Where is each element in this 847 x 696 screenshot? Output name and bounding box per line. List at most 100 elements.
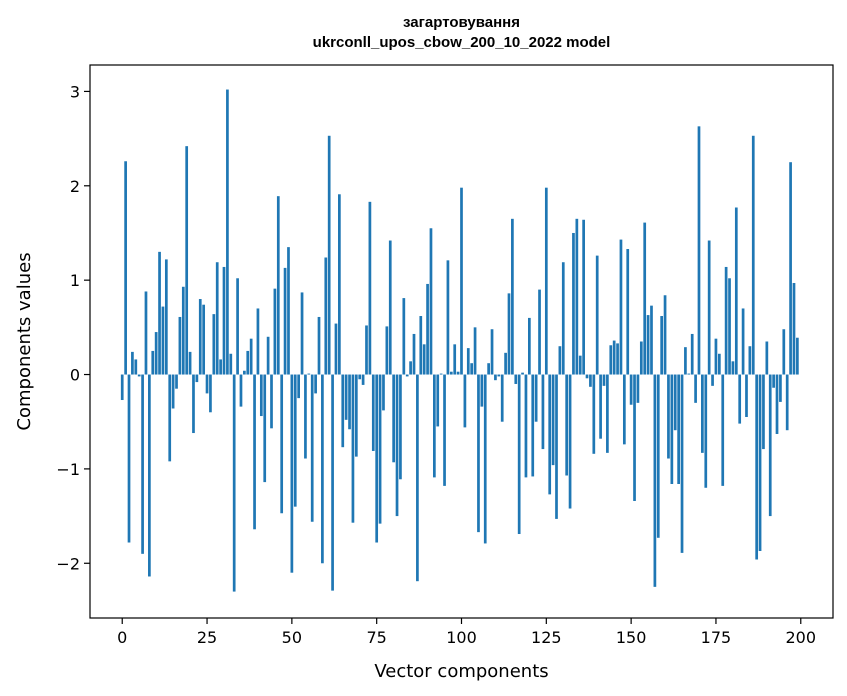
bar	[572, 232, 575, 375]
bar	[653, 374, 657, 587]
bar	[232, 374, 236, 592]
bar	[334, 323, 338, 375]
bar	[521, 372, 524, 375]
bar	[300, 292, 304, 375]
bars-group	[120, 89, 799, 592]
bar	[711, 374, 714, 386]
y-tick-label: 3	[70, 82, 80, 101]
bar	[785, 374, 789, 431]
bar	[694, 374, 697, 403]
bar	[378, 374, 382, 524]
bar	[446, 260, 450, 375]
bar	[348, 374, 351, 430]
bar	[724, 266, 728, 375]
bar	[487, 363, 490, 375]
bar	[741, 308, 745, 375]
y-tick-label: 0	[70, 366, 80, 385]
bar	[687, 373, 691, 375]
bar	[324, 257, 328, 375]
bar	[416, 374, 419, 582]
bar	[202, 304, 206, 375]
bar	[589, 374, 592, 387]
chart-title-line: ukrconll_upos_cbow_200_10_2022 model	[313, 34, 611, 51]
bar	[629, 374, 633, 405]
bar	[405, 374, 409, 377]
bar	[317, 316, 321, 375]
bar	[480, 374, 484, 407]
bar	[338, 194, 341, 375]
bar	[758, 374, 762, 551]
chart-title-line: загартовування	[403, 14, 520, 31]
bar	[365, 325, 368, 375]
bar	[544, 187, 548, 375]
bar	[246, 350, 250, 375]
bar	[134, 359, 138, 375]
bar	[141, 374, 144, 554]
bar	[602, 374, 606, 386]
bar	[249, 338, 253, 375]
bar	[259, 374, 263, 417]
bar	[721, 374, 725, 486]
bar	[283, 267, 287, 375]
bar	[287, 247, 290, 375]
bar	[701, 374, 704, 453]
bar	[341, 374, 345, 448]
bar	[592, 374, 596, 454]
bar	[494, 374, 497, 381]
bar	[433, 374, 436, 478]
bar	[541, 374, 545, 450]
bar	[195, 374, 199, 383]
bar	[779, 374, 782, 402]
bar	[443, 374, 446, 486]
bar	[762, 374, 765, 450]
bar	[409, 361, 412, 375]
bar	[321, 374, 324, 564]
bar	[772, 374, 775, 388]
y-axis-label: Components values	[14, 252, 35, 430]
bar	[768, 374, 772, 517]
bar	[385, 326, 389, 375]
bar	[154, 332, 158, 375]
bar	[473, 327, 477, 375]
bar	[307, 373, 311, 375]
bar	[643, 222, 647, 375]
bar	[270, 374, 273, 429]
bar	[561, 262, 565, 375]
bar	[650, 305, 653, 375]
bar	[639, 341, 643, 375]
y-axis: −2 −1 0 1 2 3	[56, 82, 90, 573]
bar	[131, 351, 134, 375]
bar	[222, 266, 226, 375]
bar	[158, 251, 161, 375]
bar	[175, 374, 178, 389]
bar	[419, 316, 423, 375]
bar	[748, 346, 752, 375]
bar	[253, 374, 256, 530]
bar	[538, 289, 541, 375]
bar	[148, 374, 151, 577]
bar	[660, 316, 664, 375]
bar	[331, 374, 334, 591]
bar	[555, 374, 558, 519]
bar	[782, 329, 786, 375]
bar	[168, 374, 172, 462]
bar	[595, 255, 599, 375]
x-tick-label: 75	[367, 628, 387, 647]
bar	[497, 374, 501, 377]
bar	[765, 341, 769, 375]
bar	[633, 374, 636, 501]
bar	[599, 374, 602, 439]
bar	[456, 371, 460, 375]
bar	[375, 374, 379, 543]
bar	[673, 374, 677, 431]
x-axis-label: Vector components	[374, 661, 548, 682]
bar	[297, 374, 300, 399]
bar	[124, 161, 127, 375]
bar	[500, 374, 504, 422]
bar	[728, 278, 731, 375]
bar	[280, 374, 284, 514]
bar	[358, 374, 362, 380]
bar	[395, 374, 399, 517]
bar	[412, 333, 416, 375]
